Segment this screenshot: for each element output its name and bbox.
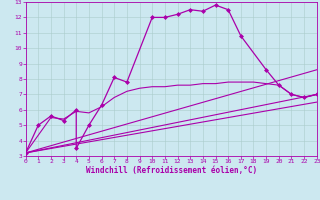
- X-axis label: Windchill (Refroidissement éolien,°C): Windchill (Refroidissement éolien,°C): [86, 166, 257, 175]
